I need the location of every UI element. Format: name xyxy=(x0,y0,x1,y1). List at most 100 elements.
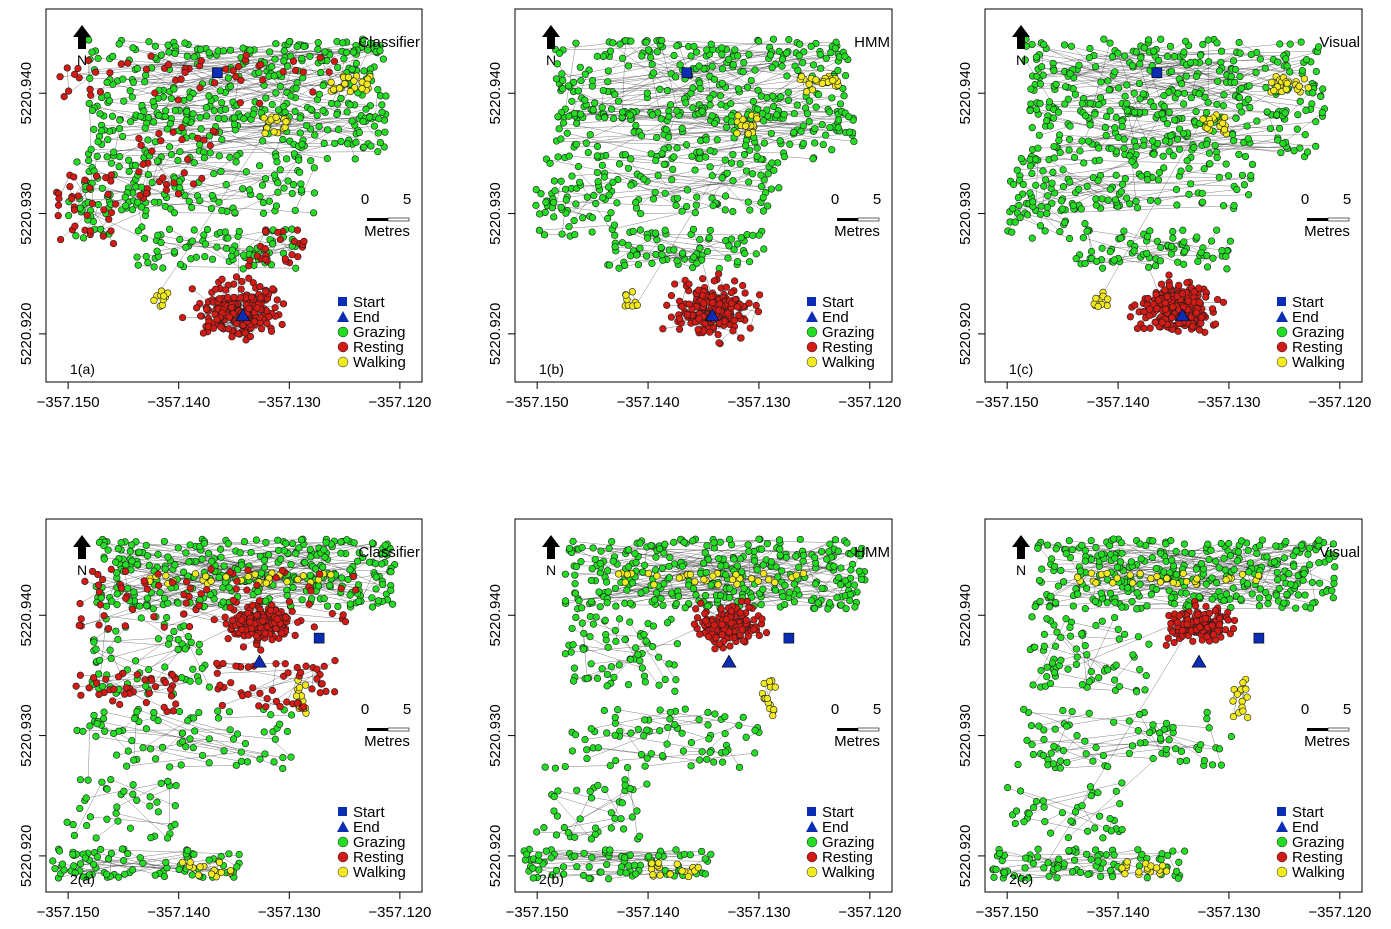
resting-point xyxy=(667,313,675,321)
track-segment xyxy=(147,151,378,154)
grazing-point xyxy=(135,548,143,556)
grazing-point xyxy=(139,744,147,752)
grazing-point xyxy=(722,123,731,131)
resting-point xyxy=(659,325,667,333)
grazing-point xyxy=(350,539,358,547)
grazing-point xyxy=(142,252,150,261)
grazing-point xyxy=(262,538,270,547)
grazing-point xyxy=(559,85,567,93)
grazing-point xyxy=(93,720,101,728)
grazing-point xyxy=(669,165,677,174)
resting-point xyxy=(1183,279,1191,287)
resting-point xyxy=(1202,293,1210,301)
resting-point xyxy=(71,222,79,230)
y-tick-label: 5220.920 xyxy=(18,825,35,888)
grazing-point xyxy=(1195,90,1203,98)
grazing-point xyxy=(306,545,314,554)
grazing-point xyxy=(683,186,691,194)
walking-point xyxy=(812,76,820,84)
grazing-point xyxy=(1219,202,1228,210)
grazing-point xyxy=(1152,262,1160,270)
grazing-point xyxy=(114,545,122,553)
grazing-point xyxy=(170,209,179,217)
grazing-point xyxy=(226,153,234,161)
grazing-point xyxy=(133,796,141,804)
grazing-point xyxy=(1256,55,1264,63)
grazing-point xyxy=(1169,227,1177,236)
grazing-point xyxy=(592,200,600,208)
grazing-point xyxy=(670,153,678,161)
start-marker xyxy=(1151,67,1163,79)
grazing-point xyxy=(85,156,93,165)
track-segment xyxy=(79,77,176,81)
grazing-point xyxy=(803,110,812,118)
resting-point xyxy=(109,239,118,248)
resting-point xyxy=(164,61,173,69)
resting-point xyxy=(1153,304,1161,313)
grazing-point xyxy=(591,99,599,107)
legend-label: Walking xyxy=(822,354,875,371)
grazing-point xyxy=(182,743,190,751)
walking-point xyxy=(282,118,290,126)
resting-point xyxy=(267,327,276,335)
grazing-point xyxy=(1131,108,1139,116)
grazing-point xyxy=(532,185,540,194)
legend-grazing-icon xyxy=(337,326,349,338)
grazing-point xyxy=(259,209,268,217)
scale-unit: Metres xyxy=(834,223,880,240)
grazing-point xyxy=(1193,233,1201,241)
grazing-point xyxy=(150,263,158,271)
grazing-point xyxy=(584,148,592,157)
legend-grazing-icon xyxy=(1276,326,1288,338)
grazing-point xyxy=(747,76,755,85)
grazing-point xyxy=(205,92,213,100)
grazing-point xyxy=(247,548,255,557)
walking-point xyxy=(733,129,741,137)
grazing-point xyxy=(340,55,348,63)
grazing-point xyxy=(289,539,297,548)
grazing-point xyxy=(696,244,704,252)
grazing-point xyxy=(588,76,597,85)
x-tick-label: −357.150 xyxy=(37,394,100,411)
grazing-point xyxy=(166,634,174,642)
grazing-point xyxy=(287,92,295,100)
resting-point xyxy=(234,62,243,71)
grazing-point xyxy=(1061,83,1070,91)
grazing-point xyxy=(96,656,104,665)
grazing-point xyxy=(581,96,589,104)
grazing-point xyxy=(124,850,132,858)
resting-point xyxy=(55,194,63,203)
grazing-point xyxy=(374,148,382,156)
grazing-point xyxy=(254,587,262,596)
track-segment xyxy=(220,170,298,172)
grazing-point xyxy=(1167,67,1176,75)
grazing-point xyxy=(795,52,803,60)
grazing-point xyxy=(197,125,205,133)
grazing-point xyxy=(1130,89,1138,97)
grazing-point xyxy=(574,87,582,95)
grazing-point xyxy=(113,590,121,598)
grazing-point xyxy=(746,206,754,214)
grazing-point xyxy=(1238,171,1247,179)
grazing-point xyxy=(1253,117,1261,125)
grazing-point xyxy=(688,152,696,160)
grazing-point xyxy=(572,140,580,148)
grazing-point xyxy=(146,793,154,801)
grazing-point xyxy=(668,176,676,184)
grazing-point xyxy=(559,76,567,84)
grazing-point xyxy=(165,225,174,233)
grazing-point xyxy=(1009,204,1017,213)
grazing-point xyxy=(116,116,124,124)
grazing-point xyxy=(660,160,668,168)
resting-point xyxy=(238,277,246,286)
grazing-point xyxy=(144,258,152,267)
grazing-point xyxy=(1200,165,1208,173)
grazing-point xyxy=(1081,259,1089,268)
grazing-point xyxy=(256,755,264,763)
grazing-point xyxy=(1179,129,1188,138)
grazing-point xyxy=(166,120,174,128)
grazing-point xyxy=(1139,90,1147,98)
grazing-point xyxy=(650,69,658,77)
resting-point xyxy=(60,93,68,101)
grazing-point xyxy=(76,804,84,813)
